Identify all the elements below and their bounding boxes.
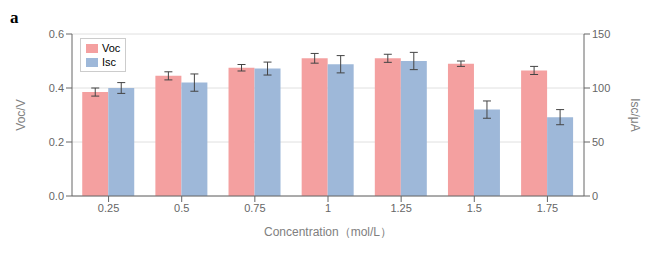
html-text:Voc: Voc	[102, 42, 121, 54]
svg-text:1.5: 1.5	[467, 202, 482, 214]
svg-text:0.6: 0.6	[49, 28, 64, 40]
svg-text:150: 150	[592, 28, 610, 40]
svg-text:100: 100	[592, 82, 610, 94]
svg-text:Voc/V: Voc/V	[14, 99, 28, 130]
html-text:a: a	[10, 8, 19, 27]
svg-text:1.25: 1.25	[390, 202, 411, 214]
svg-text:Isc/μA: Isc/μA	[628, 98, 642, 132]
svg-text:0.75: 0.75	[244, 202, 265, 214]
svg-text:1: 1	[325, 202, 331, 214]
svg-text:Concentration（mol/L）: Concentration（mol/L）	[264, 225, 392, 239]
svg-text:1.75: 1.75	[537, 202, 558, 214]
svg-text:50: 50	[592, 136, 604, 148]
svg-text:0.5: 0.5	[174, 202, 189, 214]
svg-text:0.2: 0.2	[49, 136, 64, 148]
html-text:Isc: Isc	[102, 56, 117, 68]
svg-text:0.25: 0.25	[98, 202, 119, 214]
svg-text:0.0: 0.0	[49, 190, 64, 202]
svg-text:0.4: 0.4	[49, 82, 64, 94]
svg-text:0: 0	[592, 190, 598, 202]
